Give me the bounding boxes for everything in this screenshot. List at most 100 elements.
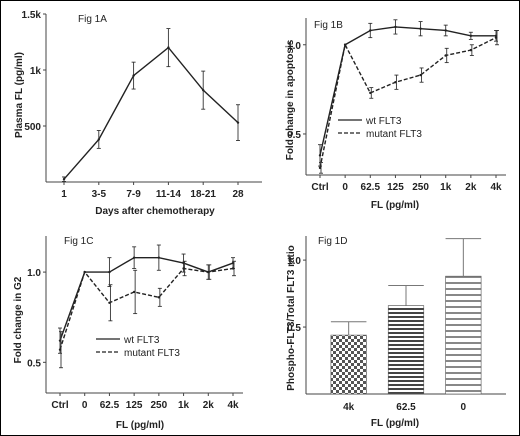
fig1b-xtick-label: 4k — [490, 182, 502, 193]
fig1c-data-point — [207, 270, 210, 274]
fig1b-xtick-label: 62.5 — [361, 182, 381, 193]
fig1b-xlabel: FL (pg/ml) — [371, 200, 419, 211]
fig1c-legend-dashed-label: mutant FLT3 — [124, 348, 180, 359]
fig1c-xtick-label: 250 — [151, 400, 168, 411]
fig1b-title: Fig 1B — [314, 20, 343, 31]
fig1b-data-point — [394, 25, 397, 29]
fig1a-xtick-label: 28 — [232, 189, 244, 200]
panel-fig1a: Fig 1A Days after chemotherapy Plasma FL… — [14, 10, 262, 217]
fig1b-legend-dashed-label: mutant FLT3 — [366, 129, 422, 140]
fig1d-xtick-label: 62.5 — [396, 402, 416, 413]
fig1a-ytick-label: 1k — [30, 66, 42, 77]
fig1b-data-point — [318, 166, 322, 170]
fig1b-series-solid-line — [319, 26, 496, 156]
fig1c-xtick-label: 125 — [126, 400, 143, 411]
fig1c-data-point — [108, 301, 111, 304]
fig1d-bar — [387, 305, 425, 395]
fig1d-title: Fig 1D — [318, 236, 347, 247]
fig1a-xlabel: Days after chemotherapy — [95, 206, 215, 217]
fig1c-xtick-label: 4k — [227, 400, 239, 411]
fig1a-series-solid-line — [63, 46, 239, 180]
fig1c-data-point — [132, 256, 136, 259]
fig1c-ytick-label: 0.5 — [27, 358, 41, 369]
fig1b-legend-solid-label: wt FLT3 — [365, 116, 402, 127]
fig1b-xtick-label: 250 — [412, 182, 429, 193]
fig1c-data-point — [157, 296, 161, 299]
fig1b-data-point — [318, 154, 322, 157]
fig1c-ytick-label: 1.0 — [27, 268, 41, 279]
fig1a-data-point — [132, 74, 135, 77]
fig1c-xtick-label: 1k — [178, 400, 190, 411]
fig1a-data-point — [62, 178, 66, 181]
fig1a-xtick-label: 1 — [61, 189, 67, 200]
fig1b-data-point — [419, 27, 422, 30]
fig1b-xtick-label: 1k — [440, 182, 452, 193]
fig1c-legend: wt FLT3 mutant FLT3 — [96, 335, 180, 359]
fig1c-series-solid-line — [59, 256, 234, 341]
fig1d-ytick-label: 1.0 — [287, 256, 301, 267]
fig1c-xlabel: FL (pg/ml) — [116, 420, 164, 431]
fig1a-data-point — [167, 46, 170, 49]
fig1d-xtick-label: 0 — [461, 402, 467, 413]
fig1d-ytick-label: 0.5 — [287, 323, 301, 334]
fig1b-data-point — [394, 81, 397, 84]
fig1a-data-point — [202, 88, 205, 92]
fig1c-xtick-label: Ctrl — [51, 400, 68, 411]
fig1a-title: Fig 1A — [78, 14, 107, 25]
fig1b-ylabel: Fold change in apoptosis — [285, 39, 296, 160]
fig1c-title: Fig 1C — [64, 236, 93, 247]
fig1a-ytick-label: 1.5k — [22, 10, 42, 21]
fig1c-xtick-label: 62.5 — [100, 400, 120, 411]
fig1b-plot: 0.5 1.0 Ctrl 0 62.5 125 250 1k 2k 4k — [287, 18, 506, 193]
panel-fig1d: Fig 1D FL (pg/ml) Phospho-FLT3/Total FLT… — [286, 236, 506, 429]
fig1b-data-point — [343, 43, 347, 46]
fig1d-xlabel: FL (pg/ml) — [371, 418, 419, 429]
fig1b-data-point — [469, 48, 473, 52]
fig1c-data-point — [132, 290, 136, 294]
fig1b-data-point — [494, 36, 498, 39]
fig1a-xtick-label: 11-14 — [156, 189, 181, 200]
fig1d-bar — [445, 275, 482, 395]
fig1b-ytick-label: 0.5 — [287, 130, 301, 141]
fig1c-ylabel: Fold change in G2 — [13, 276, 24, 363]
fig1b-xtick-label: 2k — [465, 182, 477, 193]
fig1b-data-point — [444, 54, 447, 57]
fig1c-data-point — [83, 270, 86, 274]
fig1c-data-point — [157, 256, 161, 259]
fig1b-data-point — [419, 73, 422, 77]
fig1a-data-point — [236, 121, 240, 124]
fig1a-plot: 500 1k 1.5k 1 3-5 7-9 11-14 18-21 28 — [22, 10, 262, 200]
fig1d-xtick-label: 4k — [343, 402, 355, 413]
fig1b-xtick-label: 125 — [387, 182, 404, 193]
fig1c-data-point — [108, 270, 111, 274]
fig1c-data-point — [182, 267, 185, 270]
fig1c-legend-solid-label: wt FLT3 — [123, 335, 160, 346]
fig1b-data-point — [444, 29, 447, 32]
fig1d-plot: 0.5 1.0 4k 62.5 0 — [287, 236, 506, 413]
panel-fig1c: Fig 1C FL (pg/ml) Fold change in G2 0.5 1… — [13, 236, 243, 431]
fig1d-bar — [330, 334, 367, 395]
fig1b-data-point — [469, 34, 473, 38]
fig1c-data-point — [231, 267, 235, 270]
fig1b-legend: wt FLT3 mutant FLT3 — [338, 116, 422, 140]
fig1b-ytick-label: 1.0 — [287, 41, 301, 52]
fig1c-plot: 0.5 1.0 Ctrl 0 62.5 125 250 1k 2k 4k — [27, 236, 243, 411]
fig1b-xtick-label: 0 — [342, 182, 348, 193]
fig1c-xtick-label: 0 — [82, 400, 88, 411]
panel-fig1b: Fig 1B FL (pg/ml) Fold change in apoptos… — [285, 18, 506, 211]
fig1a-data-point — [97, 138, 101, 141]
fig1a-ytick-label: 500 — [24, 122, 41, 133]
fig1c-data-point — [58, 348, 62, 351]
fig1b-data-point — [369, 29, 372, 32]
fig1a-ylabel: Plasma FL (pg/ml) — [14, 52, 25, 138]
fig1c-xtick-label: 2k — [203, 400, 215, 411]
fig1d-ylabel: Phospho-FLT3/Total FLT3 ratio — [286, 245, 297, 391]
fig1a-xtick-label: 3-5 — [92, 189, 107, 200]
fig1b-xtick-label: Ctrl — [311, 182, 328, 193]
fig1a-xtick-label: 18-21 — [190, 189, 216, 200]
fig1b-data-point — [369, 91, 372, 95]
fig1a-xtick-label: 7-9 — [126, 189, 141, 200]
fig1b-series-dashed-line — [319, 36, 497, 169]
fig1c-series-dashed-line — [59, 267, 234, 350]
